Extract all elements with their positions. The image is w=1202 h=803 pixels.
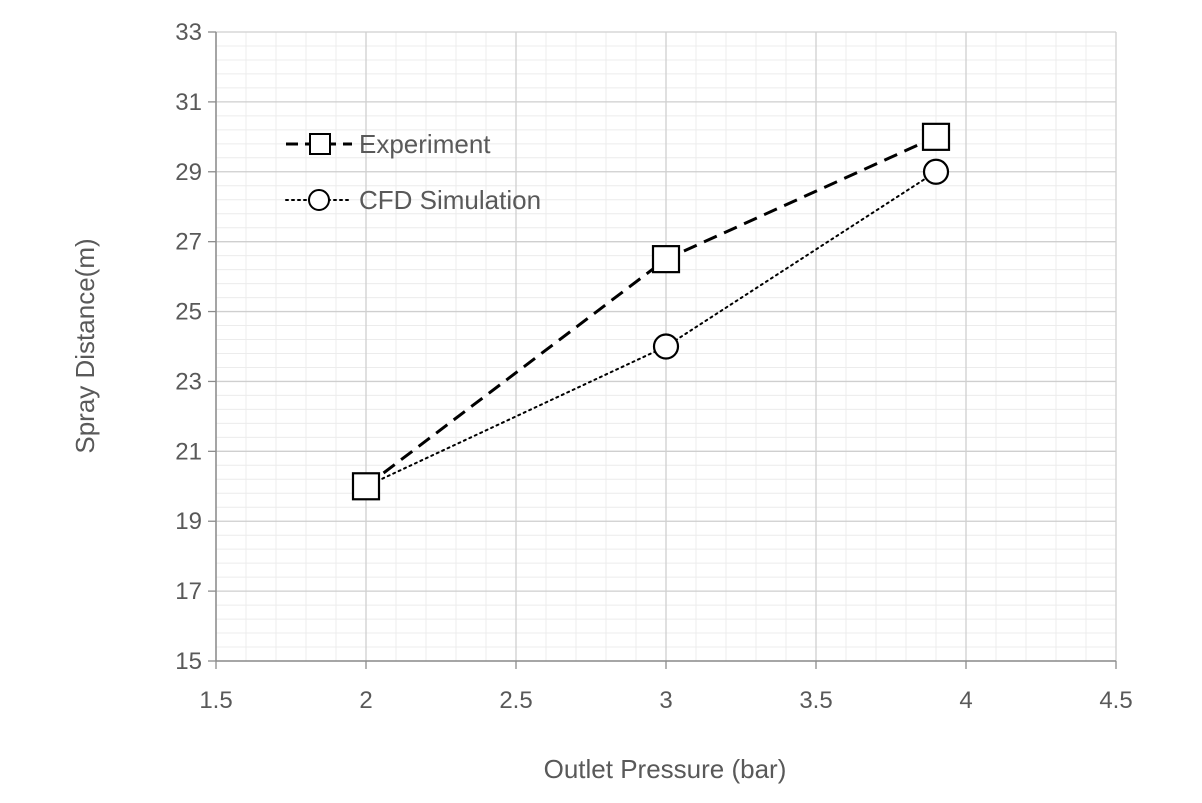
legend: Experiment CFD Simulation (285, 129, 541, 215)
y-tick-label: 27 (175, 229, 202, 256)
data-point-circle (922, 158, 950, 185)
x-axis-title: Outlet Pressure (bar) (544, 754, 787, 784)
x-tick-labels: 1.5 2 2.5 3 3.5 4 4.5 (199, 687, 1132, 714)
x-tick-label: 2 (359, 687, 372, 714)
legend-marker-circle (308, 189, 330, 211)
y-tick-label: 17 (175, 578, 202, 605)
y-axis-title: Spray Distance(m) (70, 238, 100, 453)
x-tick-label: 3 (659, 687, 672, 714)
x-tick-label: 3.5 (799, 687, 832, 714)
y-tick-label: 25 (175, 299, 202, 326)
data-point-square (351, 472, 381, 501)
y-tick-label: 23 (175, 368, 202, 395)
x-tick-label: 4.5 (1099, 687, 1132, 714)
x-tick-label: 1.5 (199, 687, 232, 714)
series-layer (351, 122, 951, 501)
y-tick-label: 31 (175, 89, 202, 116)
y-tick-label: 29 (175, 159, 202, 186)
legend-label: Experiment (359, 129, 491, 159)
x-tick-label: 4 (959, 687, 972, 714)
x-tick-label: 2.5 (499, 687, 532, 714)
legend-label: CFD Simulation (359, 185, 541, 215)
y-tick-label: 19 (175, 508, 202, 535)
data-point-square (651, 245, 681, 274)
data-point-circle (652, 333, 680, 360)
data-point-square (921, 122, 951, 151)
major-grid (215, 31, 1117, 662)
series-line-cfd-simulation (365, 170, 937, 488)
y-tick-labels: 15 17 19 21 23 25 27 29 31 33 (175, 19, 202, 675)
axes (208, 31, 1117, 669)
y-tick-label: 21 (175, 438, 202, 465)
legend-marker-square (309, 133, 331, 155)
y-tick-label: 15 (175, 648, 202, 675)
y-tick-label: 33 (175, 19, 202, 46)
